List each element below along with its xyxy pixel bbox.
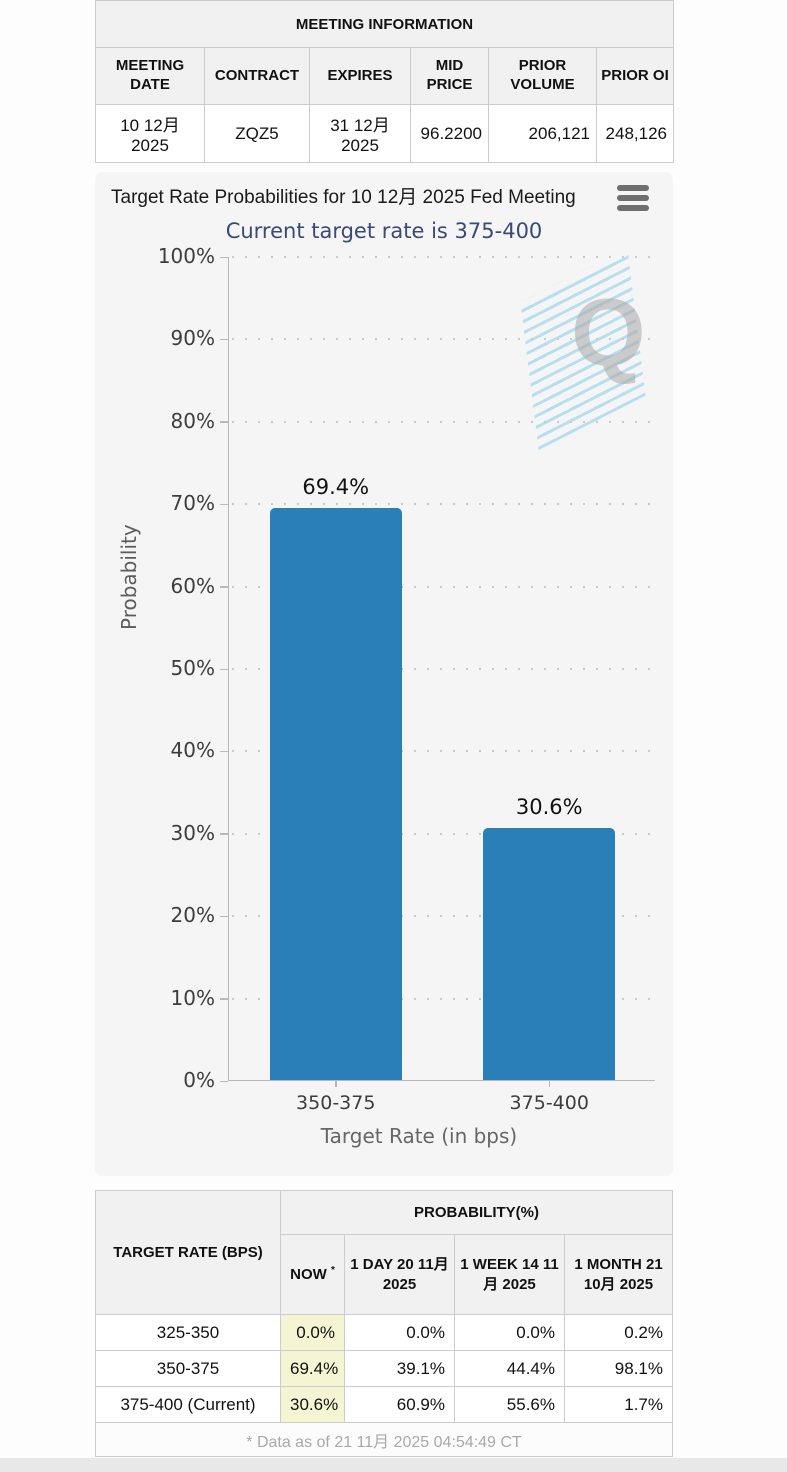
gridline-60 <box>232 585 661 588</box>
prob-footnote-row: * Data as of 21 11月 2025 04:54:49 CT <box>95 1422 673 1457</box>
prior-volume-value: 206,121 <box>488 104 597 163</box>
gridline-80 <box>232 420 661 423</box>
col-meeting-date: MEETING DATE <box>95 47 205 105</box>
gridline-70 <box>232 503 661 506</box>
now-value: 0.0% <box>280 1314 345 1351</box>
y-tick-mark <box>220 1080 228 1082</box>
y-tick-mark <box>220 421 228 423</box>
meeting-date-value: 10 12月 2025 <box>95 104 205 163</box>
y-axis-title: Probability <box>117 524 141 630</box>
rate-label: 375-400 (Current) <box>95 1386 281 1423</box>
one-day-header: 1 DAY 20 11月 2025 <box>344 1234 455 1315</box>
y-tick-mark <box>220 586 228 588</box>
hamburger-bar <box>617 205 649 211</box>
day-value: 39.1% <box>344 1350 455 1387</box>
y-tick-label: 40% <box>170 738 215 763</box>
y-tick-mark <box>220 668 228 670</box>
y-tick-mark <box>220 998 228 1000</box>
y-tick-label: 100% <box>157 244 215 268</box>
x-tick-label: 350-375 <box>296 1092 376 1114</box>
y-tick-label: 70% <box>170 491 215 516</box>
target-rate-chart-panel: Target Rate Probabilities for 10 12月 202… <box>95 172 673 1176</box>
plot-area: 0% 10% 20% 30% 40% 50% 60% 70% 80% 90% 100% 69.4% 35… <box>158 244 661 1114</box>
one-week-header: 1 WEEK 14 11月 2025 <box>454 1234 565 1315</box>
gridline-20 <box>232 915 661 918</box>
week-value: 44.4% <box>454 1350 565 1387</box>
chart-bar-350-375[interactable] <box>269 508 402 1080</box>
x-axis-title: Target Rate (in bps) <box>320 1124 518 1148</box>
now-value: 69.4% <box>280 1350 345 1387</box>
probability-table: TARGET RATE (BPS) PROBABILITY(%) NOW * 1… <box>95 1190 673 1457</box>
day-value: 0.0% <box>344 1314 455 1351</box>
month-value: 0.2% <box>564 1314 673 1351</box>
gridline-10 <box>232 997 661 1000</box>
meeting-table-title: MEETING INFORMATION <box>95 0 674 48</box>
month-value: 98.1% <box>564 1350 673 1387</box>
meeting-information-table: MEETING INFORMATION MEETING DATE CONTRAC… <box>95 0 674 163</box>
rate-label: 350-375 <box>95 1350 281 1387</box>
meeting-table-data-row: 10 12月 2025 ZQZ5 31 12月 2025 96.2200 206… <box>95 104 674 163</box>
bar-value-label: 30.6% <box>515 794 583 819</box>
contract-value: ZQZ5 <box>204 104 310 163</box>
prob-row-350-375: 350-375 69.4% 39.1% 44.4% 98.1% <box>95 1350 673 1387</box>
y-tick-label: 60% <box>170 573 215 598</box>
now-asterisk: * <box>330 1265 335 1277</box>
hamburger-menu-icon[interactable] <box>617 185 649 211</box>
bar-value-label: 69.4% <box>302 475 370 500</box>
col-expires: EXPIRES <box>309 47 411 105</box>
y-tick-label: 20% <box>170 903 215 928</box>
expires-value: 31 12月 2025 <box>309 104 411 163</box>
gridline-40 <box>232 750 661 753</box>
month-value: 1.7% <box>564 1386 673 1423</box>
y-tick-label: 90% <box>170 326 215 351</box>
meeting-table-header-row: MEETING DATE CONTRACT EXPIRES MID PRICE … <box>95 47 674 105</box>
y-tick-label: 0% <box>183 1068 215 1092</box>
y-tick-label: 50% <box>170 656 215 680</box>
prob-row-325-350: 325-350 0.0% 0.0% 0.0% 0.2% <box>95 1314 673 1351</box>
y-tick-mark <box>220 256 228 258</box>
prob-header-row-2: NOW * 1 DAY 20 11月 2025 1 WEEK 14 11月 20… <box>96 1234 673 1315</box>
col-prior-oi: PRIOR OI <box>596 47 674 105</box>
chart-bar-375-400[interactable] <box>483 827 616 1080</box>
prob-row-375-400-current: 375-400 (Current) 30.6% 60.9% 55.6% 1.7% <box>95 1386 673 1423</box>
y-tick-label: 30% <box>170 820 215 845</box>
mid-price-value: 96.2200 <box>410 104 489 163</box>
bottom-background-strip <box>0 1458 787 1472</box>
y-tick-mark <box>220 338 228 341</box>
data-as-of-footnote: * Data as of 21 11月 2025 04:54:49 CT <box>95 1422 673 1457</box>
one-month-header: 1 MONTH 21 10月 2025 <box>564 1234 673 1315</box>
gridline-50 <box>232 668 661 670</box>
x-tick-mark <box>548 1080 551 1087</box>
target-rate-bps-header: TARGET RATE (BPS) <box>95 1190 281 1315</box>
hamburger-bar <box>617 195 649 201</box>
col-prior-volume: PRIOR VOLUME <box>488 47 597 105</box>
probability-group-header: PROBABILITY(%) <box>280 1190 673 1235</box>
chart-title: Target Rate Probabilities for 10 12月 202… <box>111 187 576 208</box>
hamburger-bar <box>617 185 649 191</box>
day-value: 60.9% <box>344 1386 455 1423</box>
y-tick-label: 80% <box>170 408 215 433</box>
y-tick-mark <box>220 915 228 918</box>
prior-oi-value: 248,126 <box>596 104 674 163</box>
col-contract: CONTRACT <box>204 47 310 105</box>
y-tick-mark <box>220 833 228 835</box>
x-tick-mark <box>335 1080 337 1087</box>
gridline-100 <box>232 256 661 258</box>
y-tick-label: 10% <box>170 985 215 1010</box>
now-header: NOW * <box>280 1234 345 1315</box>
week-value: 55.6% <box>454 1386 565 1423</box>
gridline-30 <box>232 832 661 835</box>
col-mid-price: MID PRICE <box>410 47 489 105</box>
x-tick-label: 375-400 <box>509 1092 589 1114</box>
chart-subtitle: Current target rate is 375-400 <box>225 219 543 243</box>
rate-label: 325-350 <box>95 1314 281 1351</box>
week-value: 0.0% <box>454 1314 565 1351</box>
y-tick-mark <box>220 750 228 753</box>
now-value: 30.6% <box>280 1386 345 1423</box>
gridline-90 <box>232 338 661 341</box>
y-tick-mark <box>220 503 228 506</box>
prob-header-row-1: TARGET RATE (BPS) PROBABILITY(%) <box>95 1190 673 1315</box>
